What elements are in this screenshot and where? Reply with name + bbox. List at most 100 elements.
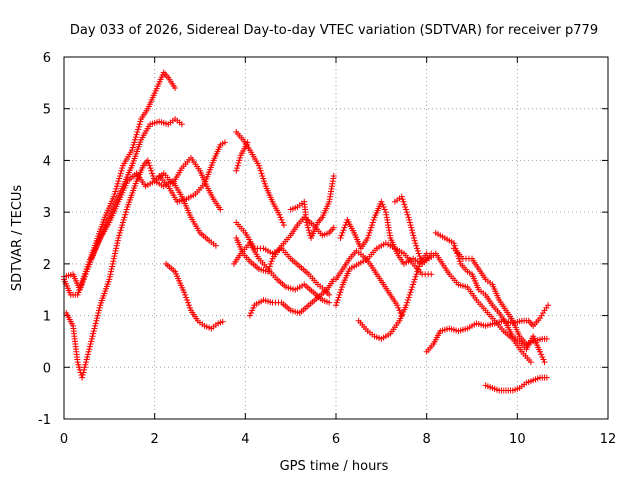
y-tick-label: -1 xyxy=(38,413,51,428)
series-arc-7 xyxy=(233,128,287,229)
data-point xyxy=(256,165,263,172)
data-point xyxy=(330,172,337,179)
data-point xyxy=(80,276,87,283)
data-point xyxy=(415,266,422,273)
data-point xyxy=(540,356,547,363)
data-point xyxy=(135,123,142,130)
data-point xyxy=(84,351,91,358)
data-point xyxy=(261,180,268,187)
data-point xyxy=(304,222,311,229)
data-point xyxy=(403,302,410,309)
data-point xyxy=(95,307,102,314)
data-point xyxy=(267,260,274,267)
y-tick-label: 6 xyxy=(43,51,51,66)
data-point xyxy=(79,374,86,381)
data-point xyxy=(92,320,99,327)
data-point xyxy=(146,162,153,169)
data-point xyxy=(106,273,113,280)
data-point xyxy=(411,237,418,244)
data-point xyxy=(305,227,312,234)
data-point xyxy=(110,255,117,262)
data-point xyxy=(89,333,96,340)
data-point xyxy=(121,214,128,221)
data-point xyxy=(368,224,375,231)
plot-frame xyxy=(63,56,609,420)
series-arc-6 xyxy=(163,260,226,332)
data-point xyxy=(94,315,101,322)
data-point xyxy=(86,346,93,353)
data-point xyxy=(330,224,337,231)
data-point xyxy=(405,214,412,221)
data-point xyxy=(235,160,242,167)
data-point xyxy=(119,222,126,229)
data-point xyxy=(405,294,412,301)
data-point xyxy=(398,193,405,200)
series-arc-12 xyxy=(246,276,337,319)
data-point xyxy=(80,369,87,376)
data-point xyxy=(414,247,421,254)
data-point xyxy=(90,328,97,335)
data-point xyxy=(115,178,122,185)
data-point xyxy=(136,121,143,128)
data-point xyxy=(402,206,409,213)
data-point xyxy=(112,188,119,195)
data-point xyxy=(338,286,345,293)
data-point xyxy=(326,299,333,306)
data-point xyxy=(379,201,386,208)
data-point xyxy=(260,175,267,182)
data-point xyxy=(539,353,546,360)
data-point xyxy=(86,343,93,350)
series-arc-1 xyxy=(61,69,179,298)
data-point xyxy=(537,348,543,355)
data-point xyxy=(95,309,102,316)
data-point xyxy=(404,299,411,306)
data-point xyxy=(75,361,82,368)
grid-lines xyxy=(64,57,608,419)
data-point xyxy=(244,139,251,146)
data-point xyxy=(144,157,151,164)
data-point xyxy=(108,266,115,273)
data-point xyxy=(85,348,92,355)
data-point xyxy=(277,214,284,221)
data-markers xyxy=(61,69,552,394)
data-point xyxy=(134,128,141,135)
data-point xyxy=(278,216,285,223)
data-point xyxy=(370,216,377,223)
data-point xyxy=(123,206,130,213)
data-point xyxy=(418,258,425,265)
data-point xyxy=(82,271,89,278)
data-point xyxy=(305,224,312,231)
data-point xyxy=(268,258,275,265)
data-point xyxy=(338,284,345,291)
data-point xyxy=(221,139,228,146)
data-point xyxy=(111,191,118,198)
data-point xyxy=(417,255,424,262)
y-tick-label: 2 xyxy=(43,258,51,273)
data-point xyxy=(414,268,421,275)
data-point xyxy=(261,178,268,185)
data-point xyxy=(404,297,411,304)
series-arc-11 xyxy=(231,240,333,306)
data-point xyxy=(181,289,188,296)
data-point xyxy=(380,203,387,210)
data-point xyxy=(132,136,139,143)
data-point xyxy=(411,276,418,283)
x-tick-label: 12 xyxy=(600,432,617,447)
data-point xyxy=(172,85,179,92)
data-point xyxy=(409,229,416,236)
y-tick-label: 5 xyxy=(43,103,51,118)
data-point xyxy=(119,165,126,172)
data-point xyxy=(112,247,119,254)
data-point xyxy=(93,317,100,324)
data-point xyxy=(234,165,241,172)
y-tick-label: 0 xyxy=(43,361,51,376)
x-axis-label: GPS time / hours xyxy=(280,459,389,474)
data-point xyxy=(250,304,257,311)
data-point xyxy=(456,258,463,265)
data-point xyxy=(74,359,81,366)
data-point xyxy=(112,250,118,257)
data-point xyxy=(182,291,189,298)
series-arc-19 xyxy=(432,229,548,366)
data-point xyxy=(249,307,256,314)
data-point xyxy=(527,359,534,366)
